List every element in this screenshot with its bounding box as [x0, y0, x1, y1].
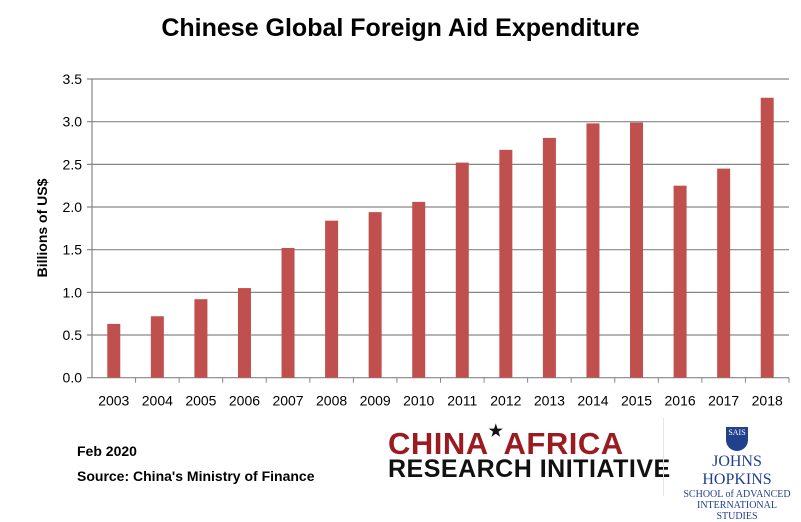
y-tick-label: 3.0	[63, 114, 83, 130]
y-tick-label: 2.0	[63, 199, 83, 215]
bar-2006	[237, 288, 251, 378]
bar-2010	[412, 201, 426, 378]
bar-2013	[542, 137, 556, 378]
date-note: Feb 2020	[77, 443, 137, 459]
x-tick-label: 2008	[316, 393, 347, 409]
x-tick-label: 2013	[534, 393, 565, 409]
bar-2009	[368, 212, 382, 378]
x-tick-label: 2012	[490, 393, 521, 409]
bar-2005	[194, 299, 208, 378]
logo-divider	[663, 418, 664, 496]
bar-2018	[760, 97, 774, 378]
x-tick-label: 2011	[447, 393, 477, 409]
sais-shield-icon: SAIS	[726, 427, 748, 451]
y-axis-label: Billions of US$	[34, 178, 50, 277]
y-tick-label: 1.0	[63, 284, 83, 300]
johns-hopkins-sais-logo: SAIS JOHNS HOPKINS SCHOOL of ADVANCED IN…	[683, 427, 791, 522]
y-tick-label: 0.5	[63, 327, 83, 343]
x-tick-label: 2006	[229, 393, 260, 409]
china-africa-research-initiative-logo: CHINA★AFRICA RESEARCH INITIATIVE	[388, 423, 671, 483]
x-tick-label: 2017	[708, 393, 739, 409]
y-tick-label: 2.5	[63, 156, 83, 172]
x-tick-label: 2007	[272, 393, 303, 409]
chart-figure: Chinese Global Foreign Aid Expenditure 0…	[34, 14, 791, 522]
bar-2007	[281, 247, 295, 378]
bar-chart: 0.0 0.5 1.0 1.5 2.0 2.5 3.0 3.5 2003 2004 2005 2006…	[34, 71, 790, 409]
x-tick-label: 2009	[360, 393, 391, 409]
source-note: Source: China's Ministry of Finance	[77, 468, 315, 484]
x-tick-label: 2010	[403, 393, 434, 409]
bar-2014	[586, 123, 600, 378]
y-tick-label: 0.0	[63, 370, 83, 386]
star-icon: ★	[488, 423, 504, 440]
x-tick-label: 2016	[665, 393, 696, 409]
bar-2015	[630, 122, 644, 378]
bar-2004	[150, 316, 164, 378]
x-tick-label: 2018	[752, 393, 783, 409]
bar-2016	[673, 185, 687, 378]
x-tick-label: 2005	[185, 393, 216, 409]
bar-2008	[325, 220, 339, 378]
x-tick-label: 2015	[621, 393, 652, 409]
bar-2017	[717, 168, 731, 378]
chart-title: Chinese Global Foreign Aid Expenditure	[161, 14, 640, 42]
y-tick-label: 3.5	[63, 71, 83, 87]
x-tick-label: 2003	[98, 393, 129, 409]
y-tick-label: 1.5	[63, 242, 83, 258]
x-tick-label: 2004	[142, 393, 173, 409]
bar-2003	[107, 323, 121, 378]
bar-2012	[499, 149, 513, 378]
bar-2011	[455, 162, 469, 378]
x-tick-label: 2014	[577, 393, 608, 409]
